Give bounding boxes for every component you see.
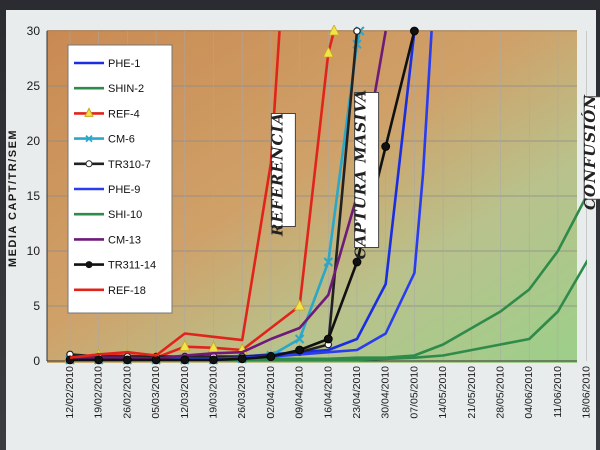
x-axis-ticks: 12/02/2010 19/02/2010 26/02/2010 05/03/2010…: [64, 366, 593, 419]
x-tick-label: 11/06/2010: [552, 366, 564, 418]
x-tick-label: 16/04/2010: [322, 366, 334, 419]
data-point-tr311-14: [295, 345, 305, 355]
y-tick-label: 30: [27, 24, 41, 38]
x-tick-label: 12/02/2010: [64, 366, 76, 419]
legend-label: PHE-1: [108, 58, 140, 70]
data-point-ref-4: [179, 339, 191, 352]
series-lines: [64, 25, 587, 365]
legend-label: CM-13: [108, 234, 141, 246]
x-tick-label: 07/05/2010: [408, 366, 420, 419]
annotation-label: CONFUSIÓN: [581, 94, 599, 210]
y-axis-ticks: 0 5 10 15 20 25 30: [27, 24, 41, 368]
x-tick-label: 12/03/2010: [179, 366, 191, 419]
series-line-cm-13: [69, 30, 387, 361]
x-tick-label: 19/03/2010: [208, 366, 220, 419]
legend-marker: [84, 107, 94, 117]
data-point-tr311-14: [209, 355, 218, 365]
legend-marker: [85, 261, 93, 269]
x-tick-label: 30/04/2010: [380, 366, 392, 419]
data-point-tr311-14: [94, 355, 104, 365]
y-tick-label: 25: [27, 79, 41, 93]
data-point-tr310-7: [353, 27, 361, 35]
x-tick-label: 26/03/2010: [236, 366, 248, 419]
annotation-box: [354, 92, 380, 248]
legend-marker: [85, 134, 93, 143]
data-point-cm-6: [294, 334, 305, 344]
x-tick-label: 02/04/2010: [265, 366, 277, 419]
data-point-ref-4: [207, 340, 220, 353]
x-tick-label: 05/03/2010: [150, 366, 162, 419]
legend-label: REF-18: [108, 285, 146, 297]
x-tick-label: 23/04/2010: [351, 366, 363, 419]
legend-label: CM-6: [108, 134, 135, 146]
legend-box: [67, 44, 173, 314]
legend-label: SHIN-2: [108, 83, 144, 95]
annotations: REFERENCIA CAPTURA MASIVA CONFUSIÓN: [268, 89, 600, 260]
x-tick-label: 09/04/2010: [294, 366, 306, 419]
data-point-tr311-14: [323, 334, 333, 344]
x-tick-label: 19/02/2010: [93, 366, 105, 419]
data-point-tr311-14: [409, 26, 419, 36]
data-point-tr311-14: [123, 355, 132, 365]
data-point-tr311-14: [266, 352, 276, 362]
legend-marker: [85, 160, 93, 168]
y-tick-label: 20: [27, 134, 41, 148]
y-tick-label: 15: [27, 189, 41, 203]
annotation-box: [270, 113, 296, 227]
y-axis-title: MEDIA CAPT/TR/SEM: [7, 129, 19, 267]
x-tick-label: 21/05/2010: [466, 366, 478, 419]
x-tick-label: 04/06/2010: [523, 366, 535, 419]
data-point-tr311-14: [381, 142, 391, 151]
legend-label: PHE-9: [108, 184, 140, 196]
data-point-tr311-14: [237, 354, 247, 364]
data-point-cm-6: [323, 257, 334, 267]
y-tick-label: 0: [33, 354, 40, 368]
x-tick-label: 26/02/2010: [121, 366, 133, 419]
x-tick-label: 18/06/2010: [581, 366, 593, 419]
legend: PHE-1 SHIN-2 REF-4 CM-6 TR310-7 PHE-9 SHI-10 CM…: [67, 44, 173, 314]
x-tick-label: 28/05/2010: [495, 366, 507, 419]
x-tick-label: 14/05/2010: [437, 366, 449, 419]
data-point-ref-4: [328, 25, 340, 36]
legend-label: TR310-7: [108, 159, 151, 171]
data-point-ref-4: [293, 299, 306, 311]
legend-label: SHI-10: [108, 209, 142, 221]
annotation-label: REFERENCIA: [268, 112, 286, 237]
series-line-ref-18: [69, 30, 281, 359]
legend-label: TR311-14: [108, 260, 156, 272]
annotation-box: [583, 96, 600, 200]
y-tick-label: 5: [33, 299, 40, 313]
y-tick-label: 10: [27, 244, 41, 258]
data-point-tr311-14: [352, 257, 362, 267]
legend-label: REF-4: [108, 108, 140, 120]
data-point-ref-4: [322, 46, 334, 58]
annotation-label: CAPTURA MASIVA: [352, 89, 370, 260]
data-point-tr311-14: [151, 355, 161, 365]
data-point-tr311-14: [180, 355, 190, 365]
